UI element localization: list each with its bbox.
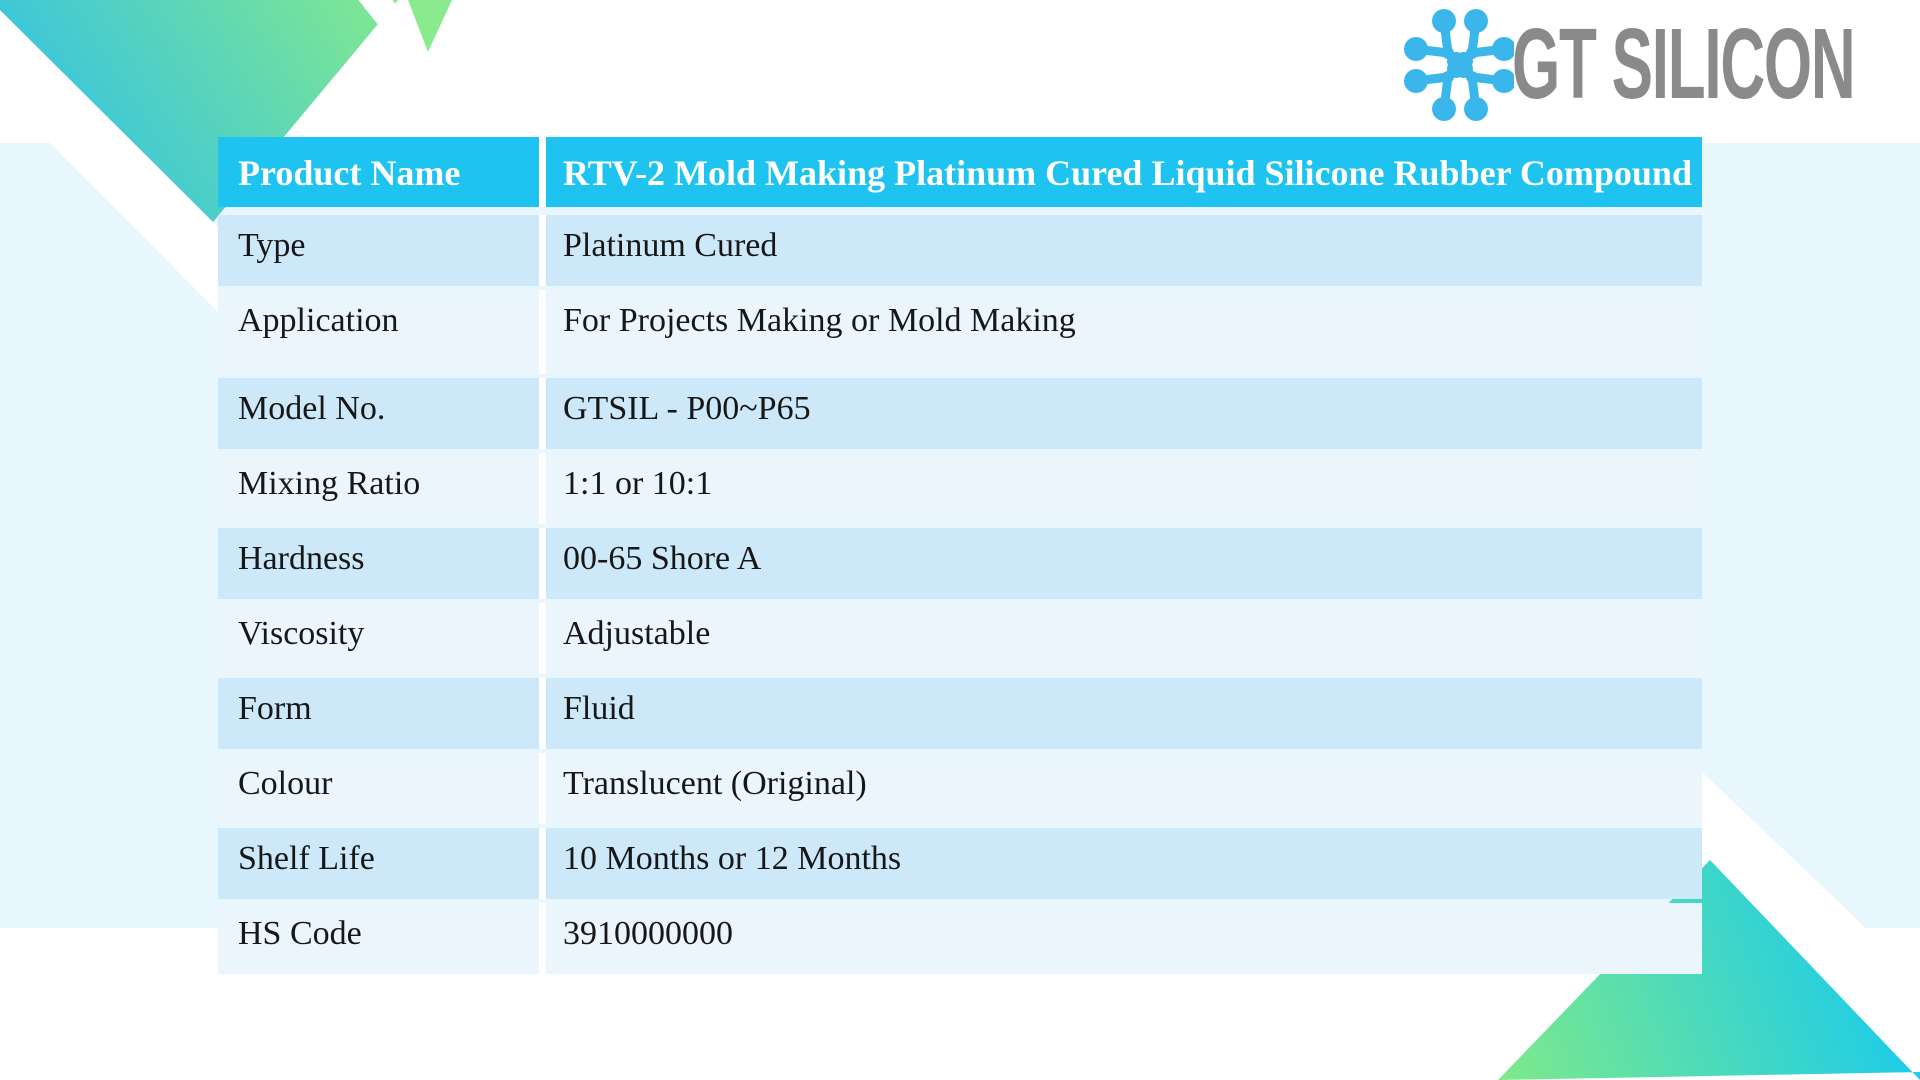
table-row: Mixing Ratio 1:1 or 10:1 bbox=[218, 453, 1702, 524]
row-label: Mixing Ratio bbox=[218, 453, 539, 524]
logo: GT SILICON bbox=[1400, 0, 1920, 130]
column-divider bbox=[539, 903, 546, 974]
header-label: Product Name bbox=[218, 137, 539, 207]
row-label: Type bbox=[218, 215, 539, 286]
table-row: Type Platinum Cured bbox=[218, 215, 1702, 286]
header-value: RTV-2 Mold Making Platinum Cured Liquid … bbox=[546, 137, 1702, 207]
column-divider bbox=[539, 753, 546, 824]
table-row: Colour Translucent (Original) bbox=[218, 753, 1702, 824]
top-left-triangle bbox=[0, 0, 398, 222]
row-label: Shelf Life bbox=[218, 828, 539, 899]
table-row: Hardness 00-65 Shore A bbox=[218, 528, 1702, 599]
row-value: 1:1 or 10:1 bbox=[546, 453, 1702, 524]
column-divider bbox=[539, 603, 546, 674]
table-row: Form Fluid bbox=[218, 678, 1702, 749]
spec-table-body: Type Platinum Cured Application For Proj… bbox=[218, 215, 1702, 974]
row-value: 10 Months or 12 Months bbox=[546, 828, 1702, 899]
row-label: Colour bbox=[218, 753, 539, 824]
spec-table: Product Name RTV-2 Mold Making Platinum … bbox=[218, 137, 1702, 974]
row-value: Translucent (Original) bbox=[546, 753, 1702, 824]
row-value: 3910000000 bbox=[546, 903, 1702, 974]
row-label: Form bbox=[218, 678, 539, 749]
table-row: Viscosity Adjustable bbox=[218, 603, 1702, 674]
row-value: GTSIL - P00~P65 bbox=[546, 378, 1702, 449]
row-value: Adjustable bbox=[546, 603, 1702, 674]
row-value: 00-65 Shore A bbox=[546, 528, 1702, 599]
table-row: HS Code 3910000000 bbox=[218, 903, 1702, 974]
table-row: Application For Projects Making or Mold … bbox=[218, 290, 1702, 374]
row-label: Model No. bbox=[218, 378, 539, 449]
bottom-right-triangle bbox=[1498, 860, 1920, 1080]
column-divider bbox=[539, 378, 546, 449]
column-divider bbox=[539, 137, 546, 207]
row-value: Fluid bbox=[546, 678, 1702, 749]
column-divider bbox=[539, 290, 546, 374]
table-row: Model No. GTSIL - P00~P65 bbox=[218, 378, 1702, 449]
column-divider bbox=[539, 215, 546, 286]
row-label: Viscosity bbox=[218, 603, 539, 674]
row-value: For Projects Making or Mold Making bbox=[546, 290, 1702, 374]
spec-table-header: Product Name RTV-2 Mold Making Platinum … bbox=[218, 137, 1702, 207]
column-divider bbox=[539, 678, 546, 749]
top-left-echo-triangle bbox=[408, 0, 452, 52]
column-divider bbox=[539, 528, 546, 599]
row-label: Application bbox=[218, 290, 539, 374]
column-divider bbox=[539, 828, 546, 899]
row-label: HS Code bbox=[218, 903, 539, 974]
left-white-wedge bbox=[50, 143, 218, 312]
row-value: Platinum Cured bbox=[546, 215, 1702, 286]
right-white-notch bbox=[1702, 772, 1866, 928]
top-left-white-slash bbox=[358, 0, 448, 70]
row-label: Hardness bbox=[218, 528, 539, 599]
logo-text: GT SILICON bbox=[1512, 8, 1856, 120]
table-row: Shelf Life 10 Months or 12 Months bbox=[218, 828, 1702, 899]
molecule-icon bbox=[1404, 8, 1514, 123]
column-divider bbox=[539, 453, 546, 524]
